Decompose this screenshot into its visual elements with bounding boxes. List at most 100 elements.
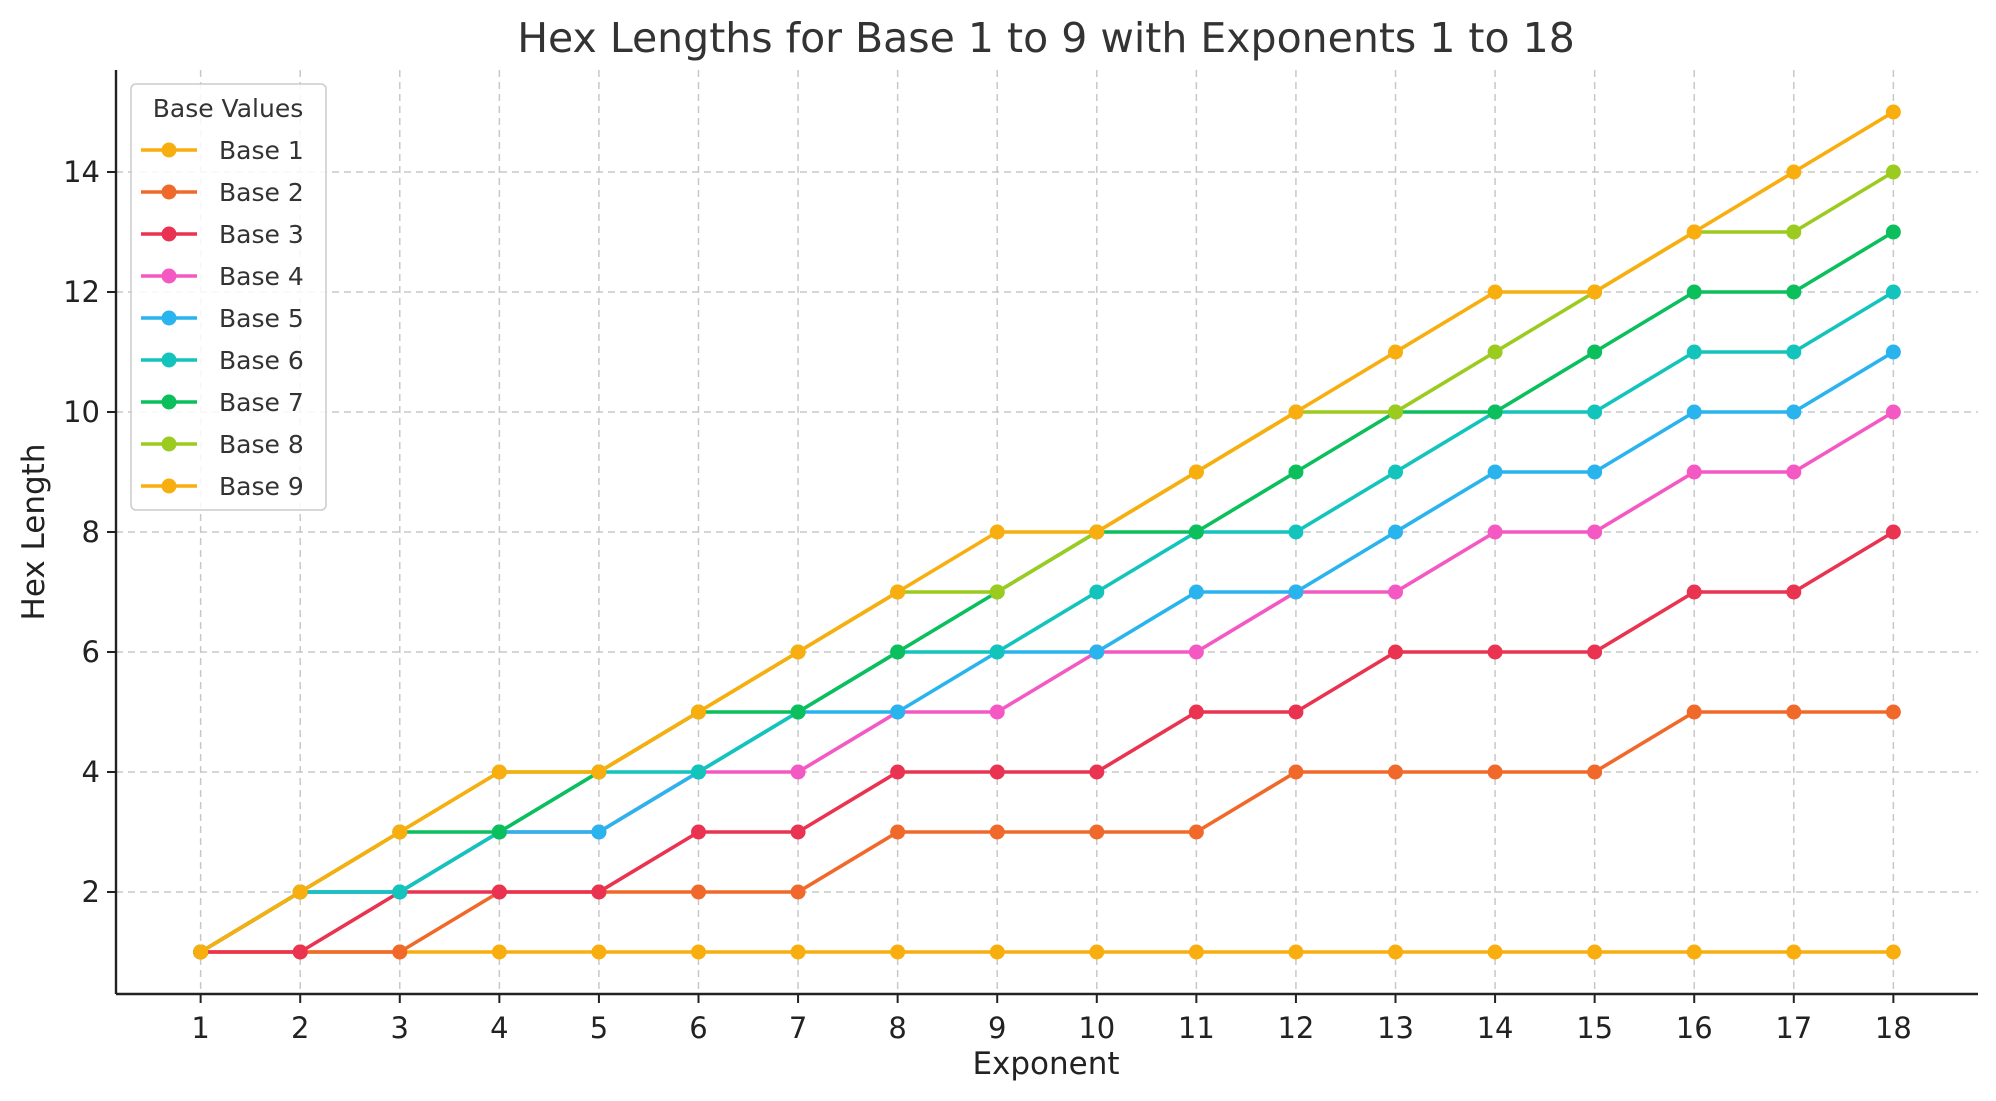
data-point — [790, 764, 806, 780]
data-point — [1885, 104, 1901, 120]
data-point — [890, 704, 906, 720]
data-point — [790, 824, 806, 840]
legend-item: Base 7 — [141, 388, 304, 417]
data-point — [1587, 524, 1603, 540]
data-point — [989, 584, 1005, 600]
x-tick-label: 8 — [888, 1011, 906, 1045]
data-point — [1487, 284, 1503, 300]
legend-marker — [161, 226, 177, 242]
data-point — [1089, 524, 1105, 540]
data-point — [1388, 464, 1404, 480]
data-point — [1686, 944, 1702, 960]
data-point — [1188, 524, 1204, 540]
data-point — [1587, 944, 1603, 960]
data-point — [491, 884, 507, 900]
legend-label: Base 4 — [219, 262, 304, 291]
legend-label: Base 6 — [219, 346, 304, 375]
data-point — [1188, 464, 1204, 480]
legend-label: Base 8 — [219, 430, 304, 459]
legend-item: Base 4 — [141, 262, 304, 291]
data-point — [1288, 464, 1304, 480]
data-point — [1188, 824, 1204, 840]
series-4 — [193, 404, 1901, 960]
data-point — [1288, 944, 1304, 960]
data-point — [1786, 944, 1802, 960]
x-tick-label: 11 — [1178, 1011, 1215, 1045]
legend-marker — [161, 352, 177, 368]
y-axis-label: Hex Length — [16, 444, 52, 621]
data-point — [1089, 584, 1105, 600]
y-tick-label: 6 — [82, 635, 100, 669]
series-1 — [193, 944, 1901, 960]
x-tick-label: 10 — [1078, 1011, 1115, 1045]
data-point — [690, 944, 706, 960]
data-point — [790, 704, 806, 720]
legend-item: Base 2 — [141, 178, 304, 207]
data-point — [1885, 404, 1901, 420]
legend-label: Base 1 — [219, 136, 304, 165]
data-point — [392, 824, 408, 840]
data-point — [790, 884, 806, 900]
data-point — [1089, 824, 1105, 840]
series-8 — [193, 164, 1901, 960]
data-point — [890, 584, 906, 600]
legend-label: Base 7 — [219, 388, 304, 417]
data-point — [1885, 944, 1901, 960]
data-point — [1587, 464, 1603, 480]
data-point — [1885, 344, 1901, 360]
x-tick-label: 15 — [1576, 1011, 1613, 1045]
data-point — [1587, 764, 1603, 780]
data-point — [1188, 584, 1204, 600]
data-point — [1885, 164, 1901, 180]
series-line — [198, 530, 1896, 954]
legend-marker — [161, 184, 177, 200]
data-point — [1388, 644, 1404, 660]
data-point — [1487, 464, 1503, 480]
series-line — [198, 230, 1896, 954]
data-point — [1786, 584, 1802, 600]
x-tick-label: 13 — [1377, 1011, 1414, 1045]
data-point — [1188, 704, 1204, 720]
data-point — [890, 644, 906, 660]
data-point — [989, 944, 1005, 960]
data-point — [1487, 944, 1503, 960]
data-point — [1089, 644, 1105, 660]
legend-item: Base 3 — [141, 220, 304, 249]
data-point — [1188, 644, 1204, 660]
legend-title: Base Values — [153, 94, 304, 123]
series-line — [198, 170, 1896, 954]
legend-label: Base 5 — [219, 304, 304, 333]
data-point — [392, 944, 408, 960]
legend-marker — [161, 310, 177, 326]
data-point — [1885, 524, 1901, 540]
series-9 — [193, 104, 1901, 960]
y-tick-label: 14 — [63, 155, 100, 189]
data-point — [491, 944, 507, 960]
x-tick-label: 7 — [789, 1011, 807, 1045]
series-7 — [193, 224, 1901, 960]
series-line — [198, 410, 1896, 954]
series-line — [198, 110, 1896, 954]
data-point — [1487, 644, 1503, 660]
series-line — [198, 710, 1896, 954]
data-point — [989, 524, 1005, 540]
data-point — [392, 884, 408, 900]
x-tick-label: 9 — [988, 1011, 1006, 1045]
data-point — [989, 764, 1005, 780]
legend-items: Base 1 Base 2 Base 3 Base 4 Base 5 Base 6 Base… — [141, 136, 304, 501]
data-point — [193, 944, 209, 960]
data-point — [1388, 404, 1404, 420]
legend-item: Base 5 — [141, 304, 304, 333]
legend-marker — [161, 268, 177, 284]
data-point — [591, 884, 607, 900]
data-point — [1786, 344, 1802, 360]
data-point — [690, 764, 706, 780]
y-axis-ticks: 2 4 6 8 10 12 14 — [63, 155, 116, 909]
data-point — [1587, 344, 1603, 360]
x-axis-label: Exponent — [972, 1046, 1119, 1082]
data-point — [1288, 704, 1304, 720]
